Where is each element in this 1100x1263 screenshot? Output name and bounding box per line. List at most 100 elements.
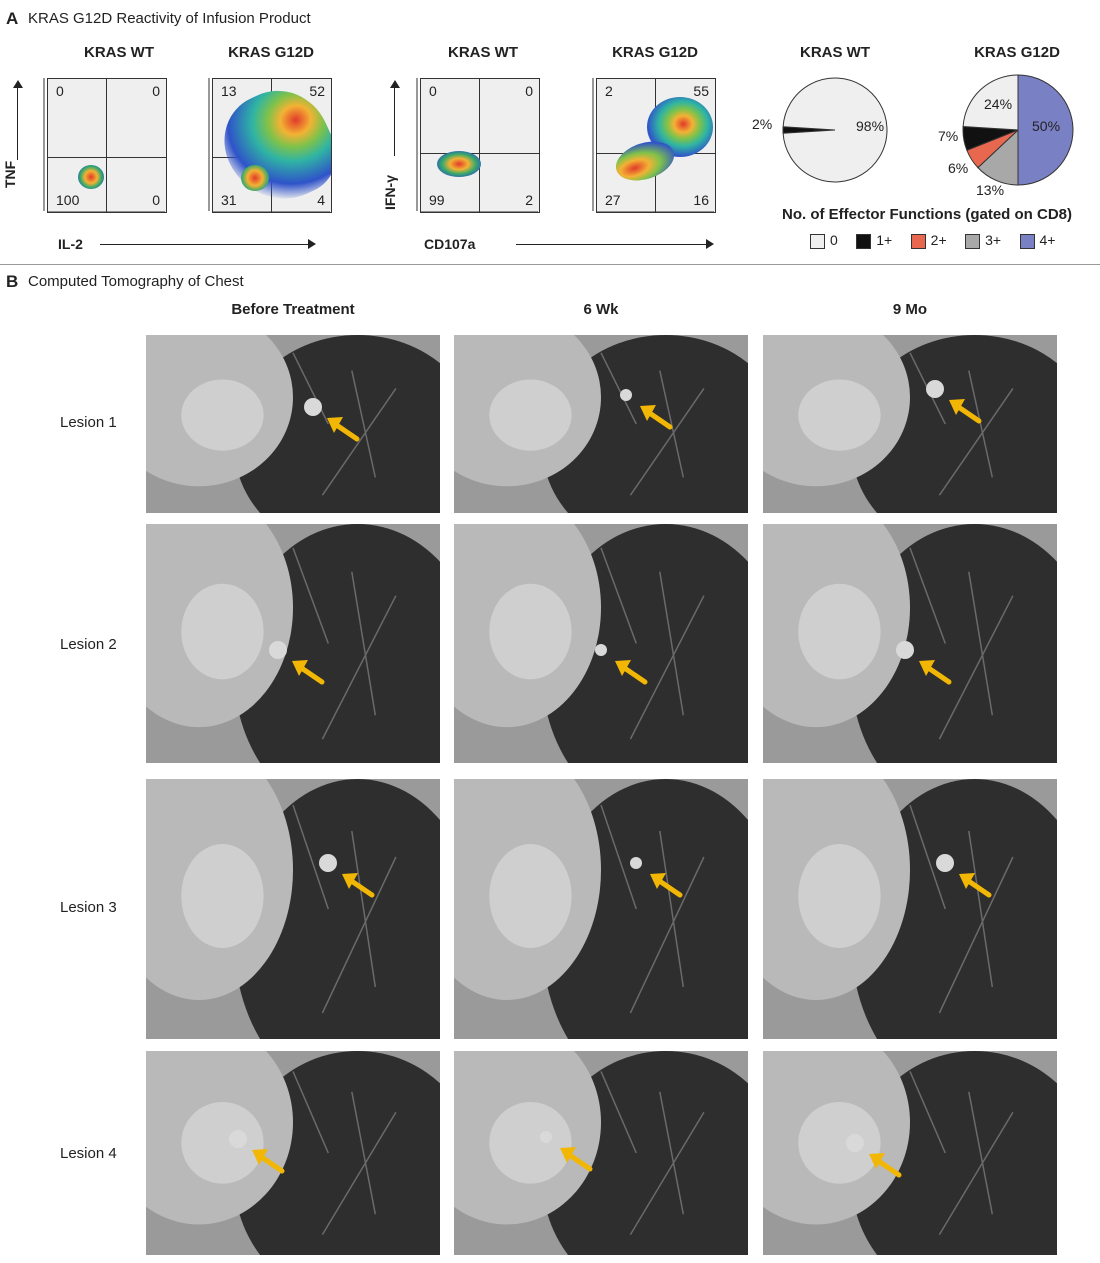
lesion-arrow-icon: [650, 873, 683, 898]
legend-item-3: 3+: [965, 232, 1001, 249]
ct-image-lesion-1-6wk: [454, 335, 748, 513]
ct-scan-graphic: [146, 779, 440, 1039]
pie-g12d-slice-4plus: [1017, 74, 1074, 186]
column-header-6wk: 6 Wk: [583, 301, 619, 318]
tnf-axis-arrow: [17, 86, 18, 160]
ct-image-lesion-4-9mo: [763, 1051, 1057, 1255]
ct-scan-graphic: [454, 779, 748, 1039]
ct-scan-graphic: [454, 1051, 748, 1255]
quadrant-lr: 16: [693, 192, 709, 208]
lesion-arrow-icon: [342, 873, 375, 898]
facs-density-blob: [437, 151, 481, 177]
pie-wt-slice-0: [782, 77, 888, 183]
panel-b-letter: B: [6, 272, 19, 291]
quadrant-ul: 2: [605, 83, 613, 99]
il2-axis-label: IL-2: [58, 236, 83, 252]
quadrant-ul: 0: [56, 83, 64, 99]
facs-header-3: KRAS WT: [448, 44, 518, 61]
legend-label: 3+: [985, 232, 1002, 248]
ct-scan-graphic: [763, 524, 1057, 763]
ct-scan-graphic: [146, 1051, 440, 1255]
legend-swatch: [810, 233, 825, 249]
ct-scan-graphic: [763, 335, 1057, 513]
legend-item-0: 0: [810, 232, 838, 249]
ct-image-lesion-3-6wk: [454, 779, 748, 1039]
lesion-arrow-icon: [615, 660, 648, 685]
ct-image-lesion-1-before: [146, 335, 440, 513]
legend-swatch: [856, 233, 872, 249]
pie-wt-label-1plus: 2%: [752, 116, 773, 132]
ct-scan-graphic: [454, 524, 748, 763]
il2-axis-arrow: [100, 244, 310, 245]
legend-swatch: [1019, 233, 1035, 249]
quadrant-ll: 100: [56, 192, 80, 208]
quadrant-ur: 0: [525, 83, 533, 99]
quadrant-ul: 0: [429, 83, 437, 99]
ct-image-lesion-4-before: [146, 1051, 440, 1255]
lesion-arrow-icon: [292, 660, 325, 685]
legend-item-4: 4+: [1019, 232, 1056, 249]
lesion-arrow-icon: [252, 1149, 285, 1174]
facs-header-2: KRAS G12D: [228, 44, 314, 61]
facs-header-4: KRAS G12D: [612, 44, 698, 61]
legend-title: No. of Effector Functions (gated on CD8): [782, 206, 1072, 223]
pie-header-g12d: KRAS G12D: [974, 44, 1060, 61]
ct-image-lesion-3-before: [146, 779, 440, 1039]
legend-label: 0: [830, 232, 838, 248]
quadrant-ll: 99: [429, 192, 445, 208]
ct-scan-graphic: [763, 1051, 1057, 1255]
quadrant-ur: 0: [152, 83, 160, 99]
il2-axis-arrowhead: [308, 239, 316, 249]
cd107a-axis-arrow: [516, 244, 708, 245]
legend-label: 1+: [876, 232, 893, 248]
quadrant-lr: 4: [317, 192, 325, 208]
cd107a-axis-arrowhead: [706, 239, 714, 249]
row-label-lesion-1: Lesion 1: [60, 414, 117, 431]
pie-g12d-label-3plus: 13%: [976, 182, 1005, 198]
panel-divider: [0, 264, 1100, 265]
row-label-lesion-4: Lesion 4: [60, 1145, 117, 1162]
ct-scan-graphic: [454, 335, 748, 513]
quadrant-ll: 27: [605, 192, 621, 208]
facs-axis-ticks: [43, 78, 714, 213]
legend-label: 4+: [1039, 232, 1056, 248]
ct-scan-graphic: [146, 524, 440, 763]
ct-image-lesion-1-9mo: [763, 335, 1057, 513]
facs-density-blob: [78, 165, 104, 189]
panel-a-letter: A: [6, 9, 19, 28]
column-header-before: Before Treatment: [231, 301, 355, 318]
ct-image-lesion-2-before: [146, 524, 440, 763]
legend: 0 1+ 2+ 3+ 4+: [810, 232, 1069, 250]
ct-image-lesion-2-6wk: [454, 524, 748, 763]
column-header-9mo: 9 Mo: [892, 301, 928, 318]
pie-g12d-slice-0: [962, 74, 1019, 131]
legend-label: 2+: [930, 232, 947, 248]
pie-header-wt: KRAS WT: [800, 44, 870, 61]
quadrant-ll: 31: [221, 192, 237, 208]
quadrant-lr: 2: [525, 192, 533, 208]
quadrant-ur: 52: [309, 83, 325, 99]
row-label-lesion-2: Lesion 2: [60, 636, 117, 653]
pie-g12d-label-4plus: 50%: [1032, 118, 1061, 134]
lesion-arrow-icon: [869, 1153, 902, 1178]
lesion-arrow-icon: [919, 660, 952, 685]
ct-image-lesion-4-6wk: [454, 1051, 748, 1255]
ct-scan-graphic: [146, 335, 440, 513]
legend-swatch: [910, 233, 926, 249]
ifng-axis-arrow: [394, 86, 395, 156]
quadrant-ur: 55: [693, 83, 709, 99]
tnf-axis-arrowhead: [13, 80, 23, 88]
pie-g12d-label-1plus: 7%: [938, 128, 959, 144]
facs-density-blob: [241, 165, 269, 191]
pie-charts: [782, 74, 1074, 186]
lesion-arrow-icon: [959, 873, 992, 898]
pie-g12d-label-2plus: 6%: [948, 160, 969, 176]
pie-wt-label-0: 98%: [856, 118, 885, 134]
panel-b-title: Computed Tomography of Chest: [28, 273, 244, 290]
ct-image-lesion-3-9mo: [763, 779, 1057, 1039]
legend-swatch: [965, 233, 981, 249]
ifng-axis-arrowhead: [390, 80, 400, 88]
lesion-arrow-icon: [640, 405, 673, 430]
lesion-arrow-icon: [949, 399, 982, 424]
ct-image-lesion-2-9mo: [763, 524, 1057, 763]
